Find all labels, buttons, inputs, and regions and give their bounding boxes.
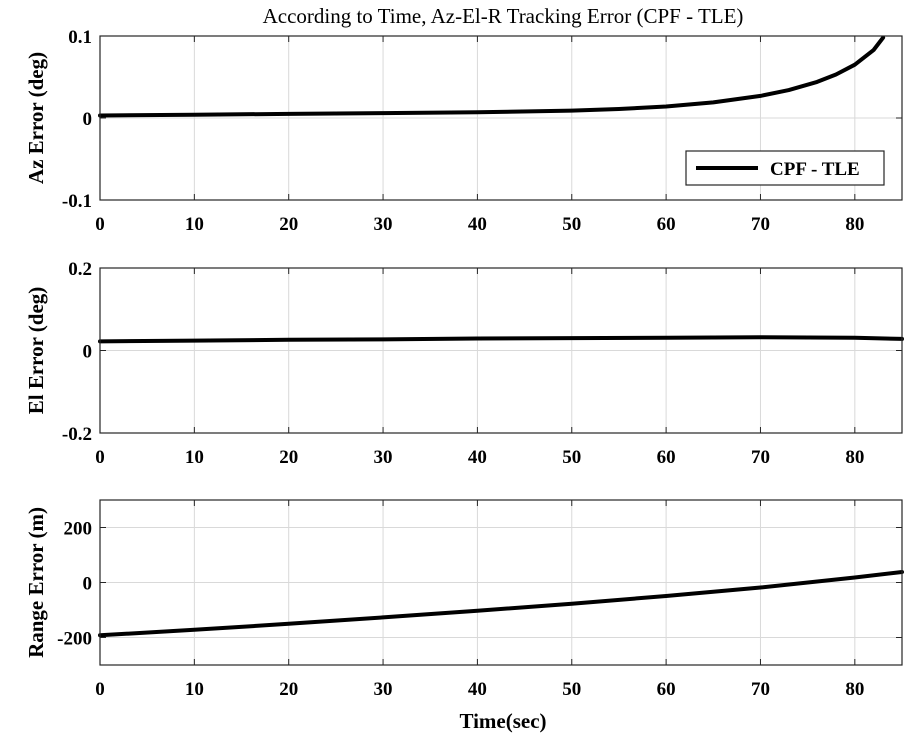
y-tick-label: 0.2 [68, 259, 92, 280]
x-tick-label: 10 [185, 679, 204, 700]
x-tick-label: 40 [468, 447, 487, 468]
x-tick-label: 30 [374, 447, 393, 468]
x-tick-label: 20 [279, 214, 298, 235]
y-tick-label: 0 [83, 574, 93, 595]
x-tick-label: 60 [657, 214, 676, 235]
x-tick-label: 10 [185, 214, 204, 235]
x-tick-label: 40 [468, 214, 487, 235]
y-axis-label: Range Error (m) [24, 507, 48, 658]
series-line-1 [98, 570, 904, 638]
x-tick-label: 50 [562, 447, 581, 468]
x-tick-label: 80 [845, 679, 864, 700]
x-tick-label: 70 [751, 447, 770, 468]
x-axis-label: Time(sec) [459, 709, 546, 733]
x-tick-label: 0 [95, 214, 105, 235]
series-line-1 [98, 335, 904, 344]
subplot-3: 0 10 20 30 40 50 60 70 80 -200 0 200 Range Error (m) [24, 499, 904, 700]
y-tick-label: 0 [83, 342, 93, 363]
x-tick-label: 30 [374, 214, 393, 235]
y-tick-label: -200 [57, 629, 92, 650]
x-tick-label: 60 [657, 447, 676, 468]
legend: CPF - TLE [685, 150, 885, 186]
x-tick-label: 20 [279, 679, 298, 700]
y-axis-label: Az Error (deg) [24, 52, 48, 184]
y-tick-label: -0.1 [62, 191, 92, 212]
legend-entry: CPF - TLE [770, 159, 860, 180]
x-tick-label: 20 [279, 447, 298, 468]
y-axis-label: El Error (deg) [24, 287, 48, 415]
x-tick-label: 40 [468, 679, 487, 700]
x-tick-label: 0 [95, 447, 105, 468]
subplots: 0 10 20 30 40 50 60 70 80-0.100.1Az Error (deg) C… [24, 27, 904, 700]
subplot-2: 0 10 20 30 40 50 60 70 80-0.200.2El Error (deg) [24, 259, 904, 468]
x-tick-label: 80 [845, 447, 864, 468]
x-tick-label: 0 [95, 679, 105, 700]
x-tick-label: 80 [845, 214, 864, 235]
y-tick-label: -0.2 [62, 424, 92, 445]
x-tick-label: 60 [657, 679, 676, 700]
x-tick-label: 70 [751, 214, 770, 235]
series-line-1 [98, 35, 886, 118]
x-tick-label: 10 [185, 447, 204, 468]
y-tick-label: 200 [64, 519, 93, 540]
x-tick-label: 70 [751, 679, 770, 700]
subplot-1: 0 10 20 30 40 50 60 70 80-0.100.1Az Error (deg) C… [24, 27, 903, 235]
y-tick-label: 0 [83, 109, 93, 130]
x-tick-label: 30 [374, 679, 393, 700]
figure-title: According to Time, Az-El-R Tracking Erro… [263, 4, 744, 28]
y-tick-label: 0.1 [68, 27, 92, 48]
x-tick-label: 50 [562, 214, 581, 235]
x-tick-label: 50 [562, 679, 581, 700]
